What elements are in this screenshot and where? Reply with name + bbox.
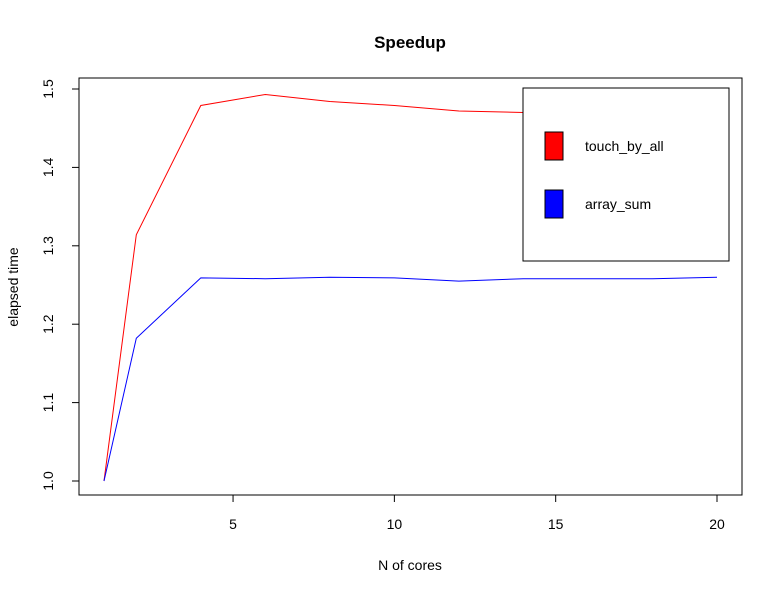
legend-swatch-array-sum [544, 189, 564, 219]
legend-box [522, 87, 730, 262]
x-axis: 5 10 15 20 [229, 495, 725, 532]
series-line-array-sum [103, 276, 718, 482]
x-tick-label: 20 [709, 516, 725, 532]
legend: touch_by_all array_sum [522, 87, 730, 262]
legend-swatch-touch-by-all [544, 131, 564, 161]
x-tick-label: 10 [387, 516, 403, 532]
y-tick-label: 1.3 [40, 236, 56, 256]
x-axis-label: N of cores [378, 557, 442, 573]
y-axis: 1.0 1.1 1.2 1.3 1.4 1.5 [40, 79, 79, 491]
plot-frame [78, 77, 743, 496]
y-axis-label: elapsed time [5, 247, 21, 327]
y-tick-label: 1.0 [40, 471, 56, 491]
y-tick-label: 1.2 [40, 314, 56, 334]
legend-items: touch_by_all array_sum [544, 131, 664, 219]
chart-title: Speedup [374, 33, 446, 52]
x-tick-label: 15 [548, 516, 564, 532]
y-tick-label: 1.1 [40, 393, 56, 413]
x-tick-label: 5 [229, 516, 237, 532]
legend-label: array_sum [585, 196, 651, 212]
y-tick-label: 1.4 [40, 157, 56, 177]
y-tick-label: 1.5 [40, 79, 56, 99]
legend-label: touch_by_all [585, 138, 664, 154]
